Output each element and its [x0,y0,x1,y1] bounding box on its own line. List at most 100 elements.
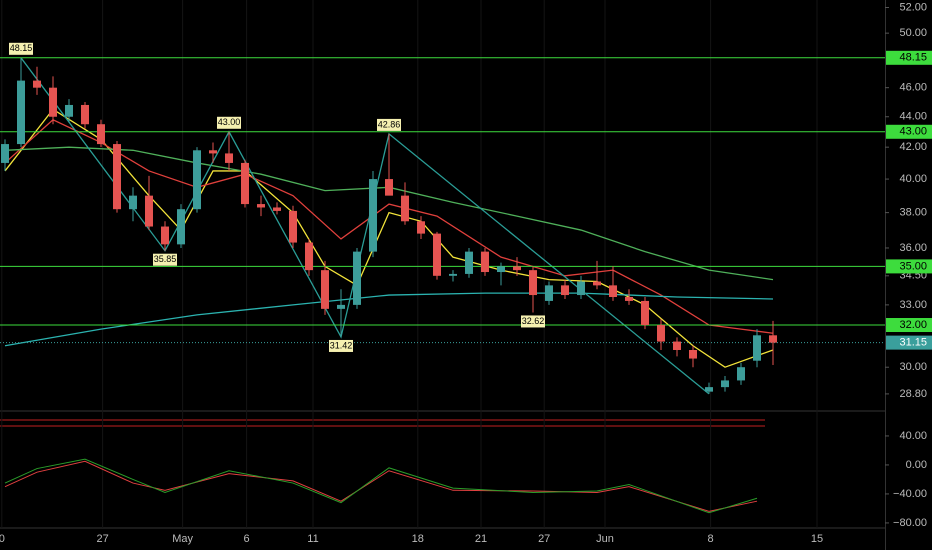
pivot-label-box [217,116,241,129]
candle-body [465,251,473,274]
level-label-box [886,50,932,65]
candle-body [1,144,9,163]
candle-body [97,124,105,145]
pivot-label-box [521,315,545,328]
y-tick-label: −40.00 [893,488,927,500]
pivot-label: 31.42 [330,340,353,350]
pivot-label: 48.15 [10,43,33,53]
candle-body [577,281,585,296]
y-tick-label: 36.00 [899,242,927,254]
pivot-label: 35.85 [154,254,177,264]
x-tick-label: 21 [475,533,487,545]
candle-body [145,195,153,227]
y-tick-label: 52.00 [899,1,927,13]
x-tick-label: 18 [412,533,424,545]
y-tick-label: 33.00 [899,299,927,311]
y-tick-label: 38.00 [899,207,927,219]
x-tick-label: 15 [811,533,823,545]
candle-body [353,251,361,305]
last-price-label: 31.15 [899,337,927,349]
candle-body [385,179,393,196]
level-label: 48.15 [899,52,927,64]
candle-body [289,210,297,243]
level-label: 35.00 [899,260,927,272]
pivot-label: 42.86 [378,119,401,129]
x-tick-label: 8 [708,533,714,545]
candle-body [689,350,697,359]
candle-body [193,150,201,210]
candle-body [721,380,729,388]
pivot-label: 32.62 [522,316,545,326]
oscillator-line [4,460,758,512]
x-tick-label: 6 [244,533,250,545]
x-tick-label: 11 [307,533,318,545]
candle-body [481,251,489,273]
candle-body [641,300,649,326]
candle-body [529,270,537,296]
candle-body [321,270,329,309]
pivot-label-box [153,253,177,266]
candle-body [49,87,57,117]
candle-body [17,80,25,145]
pivot-label: 43.00 [218,117,241,127]
candle-body [609,285,617,298]
candle-body [737,367,745,381]
candle-body [257,204,265,208]
pivot-label-box [377,118,401,131]
level-label-box [886,318,932,333]
candle-body [225,153,233,163]
level-label-box [886,259,932,274]
candle-body [449,273,457,276]
candle-body [705,387,713,392]
candle-body [161,226,169,245]
candle-body [593,281,601,286]
candle-body [369,179,377,252]
pivot-label-box [329,339,353,352]
y-tick-label: 30.00 [899,361,927,373]
last-price-box [886,335,932,350]
candle-body [657,325,665,342]
candle-body [129,195,137,210]
candle-body [433,233,441,276]
y-tick-label: 40.00 [899,173,927,185]
candle-body [625,297,633,301]
y-tick-label: 40.00 [899,430,927,442]
candle-body [113,144,121,210]
x-tick-label: May [172,533,193,545]
candle-body [497,266,505,273]
candle-body [81,104,89,125]
y-tick-label: 44.00 [899,111,927,123]
candle-body [305,242,313,271]
pivot-label-box [9,42,33,55]
y-tick-label: 50.00 [899,27,927,39]
x-tick-label: 0 [0,533,5,545]
y-tick-label: 42.00 [899,141,927,153]
y-tick-label: 28.80 [899,388,927,400]
y-tick-label: 0.00 [906,459,927,471]
moving-average [4,118,774,334]
zigzag-line [20,57,710,395]
candle-body [673,341,681,351]
y-tick-label: 46.00 [899,82,927,94]
x-tick-label: Jun [596,533,614,545]
level-label: 32.00 [899,319,927,331]
candle-body [513,266,521,271]
candle-body [401,195,409,222]
oscillator-line [4,458,758,514]
candle-body [337,304,345,309]
candle-body [33,80,41,88]
x-tick-label: 27 [538,533,550,545]
candle-body [769,335,777,343]
y-tick-label: −80.00 [893,517,927,529]
level-label: 43.00 [899,126,927,138]
candle-body [753,335,761,361]
candle-body [561,285,569,296]
candle-body [241,162,249,205]
x-tick-label: 27 [96,533,108,545]
candle-body [417,221,425,234]
candle-body [177,209,185,245]
candle-body [545,285,553,301]
